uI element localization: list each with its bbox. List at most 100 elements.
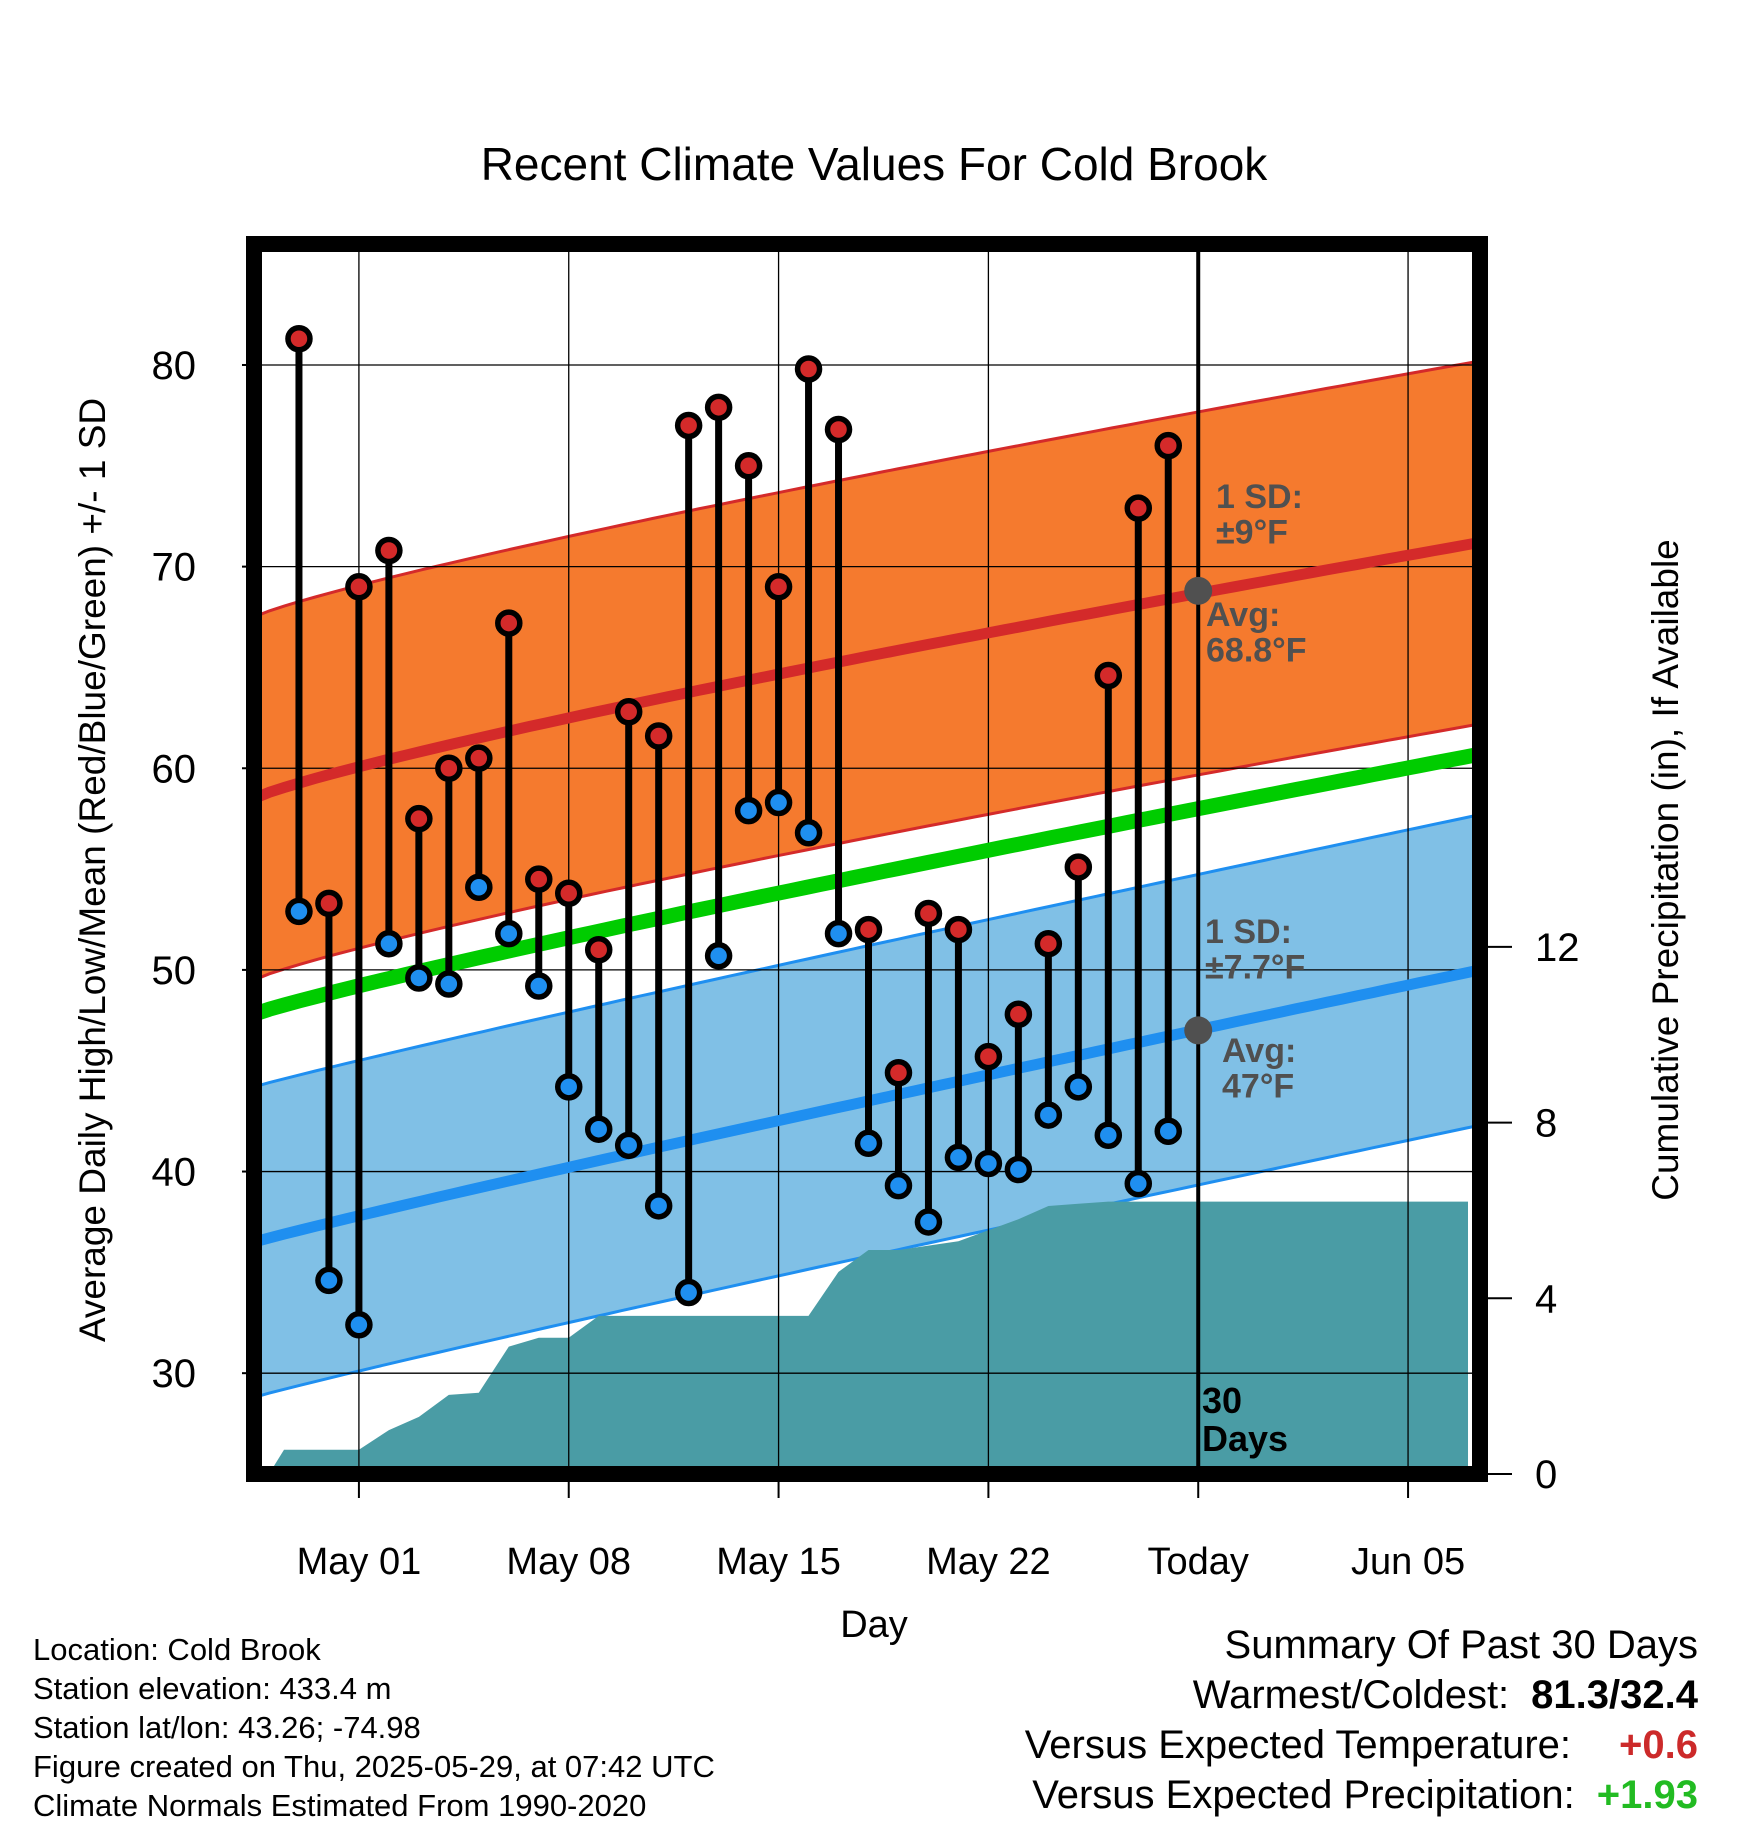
today-low-avg-marker: [1184, 1016, 1213, 1045]
low-temp-point: [614, 1131, 643, 1160]
location-text: Location: Cold Brook: [33, 1632, 321, 1667]
low-temp-point: [1124, 1169, 1153, 1198]
low-temp-point: [854, 1129, 883, 1158]
plot-overlays: 1 SD: ±9°F Avg: 68.8°F 1 SD: ±7.7°F Avg: 47°F 30…: [285, 244, 1307, 1474]
low-temp-point: [884, 1171, 913, 1200]
low-temp-point: [764, 788, 793, 817]
low-avg-label-line: 47°F: [1222, 1068, 1294, 1106]
high-avg-label: Avg: 68.8°F: [1206, 596, 1307, 670]
axes: 30 40 50 60 70 80 0 4 8 12 May 01 May 08 May 15 May 2…: [152, 236, 1580, 1583]
low-temp-point: [285, 897, 313, 926]
high-temp-point: [345, 573, 373, 601]
warmest-coldest-row: Warmest/Coldest: 81.3/32.4: [1025, 1670, 1698, 1720]
x-axis-label: Day: [840, 1604, 908, 1646]
low-sd-label-line: 1 SD:: [1205, 913, 1292, 951]
warmest-label: Warmest/Coldest:: [1192, 1673, 1510, 1717]
high-temp-point: [554, 879, 583, 908]
period-label: 30 Days: [1202, 1380, 1288, 1459]
summary-title: Summary Of Past 30 Days: [1224, 1623, 1698, 1667]
avg-high-line: [254, 536, 1480, 804]
high-temp-point: [495, 609, 523, 637]
chart-title: Recent Climate Values For Cold Brook: [481, 138, 1269, 190]
high-temp-point: [644, 722, 673, 750]
low-temp-point: [734, 796, 763, 825]
y-tick-label: 80: [152, 344, 197, 388]
high-temp-point: [824, 415, 853, 444]
high-temp-point: [1094, 661, 1123, 690]
high-temp-point: [764, 573, 793, 601]
low-sd-label-line: ±7.7°F: [1205, 949, 1305, 987]
high-temp-point: [285, 325, 313, 353]
high-temp-point: [405, 804, 433, 833]
low-temp-point: [824, 919, 853, 948]
y2-tick-label: 0: [1535, 1453, 1557, 1497]
precip-value: +1.93: [1596, 1773, 1698, 1817]
y-tick-label: 60: [152, 747, 197, 791]
low-temp-point: [1004, 1155, 1033, 1184]
low-temp-point: [554, 1073, 583, 1101]
x-tick-label: May 08: [506, 1541, 631, 1583]
high-temp-point: [465, 744, 493, 772]
low-temp-point: [375, 929, 403, 958]
y2-tick-label: 4: [1535, 1277, 1557, 1321]
high-sd-upper-line: [254, 359, 1480, 619]
period-label-line: 30: [1202, 1380, 1242, 1421]
low-temp-point: [644, 1192, 673, 1220]
y2-tick-label: 8: [1535, 1102, 1557, 1146]
y2-tick-label: 12: [1535, 926, 1580, 970]
precip-label: Versus Expected Precipitation:: [1032, 1773, 1575, 1817]
low-temp-point: [315, 1266, 343, 1295]
low-temp-point: [584, 1115, 613, 1143]
low-temp-point: [435, 970, 463, 998]
low-sd-label: 1 SD: ±7.7°F: [1205, 913, 1305, 987]
high-sd-band: [254, 361, 1480, 980]
low-avg-label: Avg: 47°F: [1222, 1032, 1296, 1106]
high-temp-point: [1034, 929, 1063, 958]
y-tick-label: 30: [152, 1352, 197, 1396]
high-temp-point: [1124, 494, 1153, 522]
high-temp-point: [614, 698, 643, 726]
high-temp-point: [704, 393, 733, 422]
high-temp-point: [974, 1042, 1003, 1071]
high-temp-point: [525, 865, 553, 893]
high-temp-point: [914, 899, 943, 928]
plot-frame: [246, 236, 1488, 1482]
plot-area: [254, 244, 1480, 1474]
high-temp-point: [734, 452, 763, 480]
low-temp-point: [914, 1208, 943, 1236]
low-temp-point: [495, 919, 523, 948]
x-tick-label: May 01: [297, 1541, 422, 1583]
high-temp-point: [674, 411, 703, 440]
high-temp-point: [794, 355, 823, 383]
low-temp-point: [525, 972, 553, 1000]
low-temp-point: [674, 1278, 703, 1307]
high-temp-point: [1004, 1000, 1033, 1029]
latlon-text: Station lat/lon: 43.26; -74.98: [33, 1710, 421, 1745]
low-temp-point: [465, 873, 493, 901]
y-tick-label: 40: [152, 1151, 197, 1195]
precip-row: Versus Expected Precipitation: +1.93: [1025, 1770, 1698, 1820]
low-temp-point: [405, 964, 433, 992]
high-temp-point: [944, 915, 973, 944]
low-temp-point: [1154, 1117, 1183, 1145]
high-temp-point: [884, 1058, 913, 1087]
high-temp-point: [1064, 853, 1093, 881]
high-sd-label-line: ±9°F: [1216, 514, 1288, 552]
low-temp-point: [794, 819, 823, 847]
elevation-text: Station elevation: 433.4 m: [33, 1671, 392, 1706]
summary-panel: Summary Of Past 30 Days Warmest/Coldest:…: [1025, 1620, 1698, 1820]
normals-text: Climate Normals Estimated From 1990-2020: [33, 1788, 647, 1823]
created-text: Figure created on Thu, 2025-05-29, at 07…: [33, 1749, 715, 1784]
y2-axis-label: Cumulative Precipitation (in), If Availa…: [1645, 539, 1686, 1201]
x-tick-label: Today: [1148, 1541, 1249, 1583]
x-tick-label: Jun 05: [1351, 1541, 1465, 1583]
x-tick-label: May 22: [926, 1541, 1051, 1583]
low-temp-point: [345, 1311, 373, 1339]
high-avg-label-line: 68.8°F: [1206, 632, 1307, 670]
mean-normal-line: [254, 746, 1480, 1022]
high-sd-lower-line: [254, 722, 1480, 982]
low-temp-point: [1094, 1121, 1123, 1149]
low-temp-point: [1064, 1073, 1093, 1101]
today-high-avg-marker: [1184, 576, 1213, 605]
